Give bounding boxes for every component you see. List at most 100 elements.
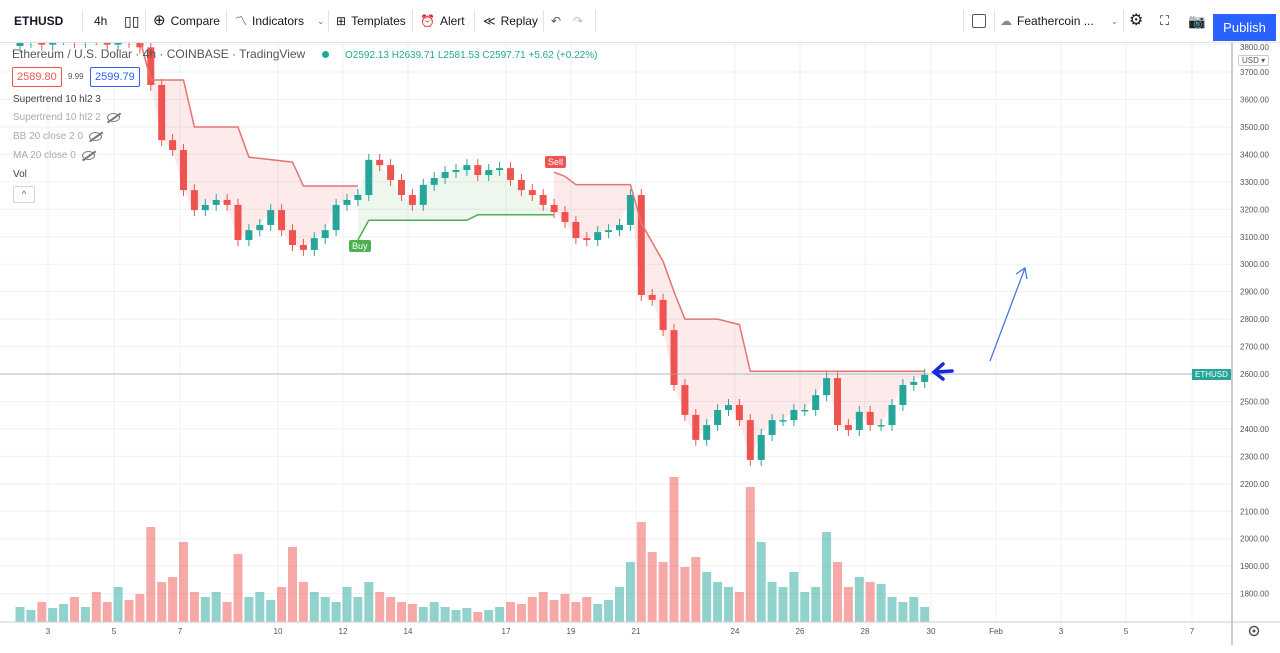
hidden-eye-icon[interactable] (89, 132, 103, 141)
candle (180, 150, 187, 191)
candle (594, 232, 602, 241)
candle (637, 195, 645, 295)
buy-price-button[interactable]: 2599.79 (90, 67, 140, 87)
price-tick: 2700.00 (1240, 343, 1269, 352)
candle (921, 374, 929, 382)
last-price-symbol-label: ETHUSD (1192, 369, 1231, 380)
snapshot-button[interactable]: 📷 (1188, 12, 1205, 30)
indicator-bb[interactable]: BB 20 close 2 0 (13, 131, 103, 142)
rewind-icon: ≪ (483, 14, 496, 28)
compare-label: Compare (170, 14, 220, 28)
interval-label: 4h (94, 14, 108, 28)
volume-bar (48, 608, 58, 622)
candle (648, 294, 656, 300)
volume-bar (811, 587, 821, 622)
axis-settings-icon[interactable] (1248, 625, 1260, 637)
candle (376, 159, 384, 166)
candle (899, 384, 907, 406)
fullscreen-button[interactable]: ⛶ (1160, 12, 1169, 30)
volume-bar (124, 600, 134, 622)
candle (452, 170, 460, 172)
indicator-vol[interactable]: Vol (13, 169, 27, 180)
volume-bar (298, 582, 308, 622)
volume-bar (527, 597, 537, 622)
time-tick: 17 (502, 627, 511, 636)
candle (485, 170, 493, 175)
supertrend-fill (554, 172, 925, 460)
alert-label: Alert (439, 14, 465, 28)
volume-bar (909, 597, 919, 622)
hidden-eye-icon[interactable] (106, 113, 120, 122)
indicator-label: Vol (13, 169, 27, 180)
settings-button[interactable]: ⚙ (1129, 12, 1143, 30)
volume-bar (80, 607, 90, 622)
supertrend-line-down (139, 38, 358, 187)
collapse-legend-button[interactable]: ^ (13, 186, 35, 203)
time-tick: Feb (989, 627, 1003, 636)
templates-button[interactable]: ⊞ Templates (336, 12, 406, 30)
alert-button[interactable]: ⏰ Alert (420, 12, 465, 30)
volume-bar (342, 587, 352, 622)
volume-bar (865, 582, 875, 622)
indicator-supertrend-3[interactable]: Supertrend 10 hl2 3 (13, 94, 101, 105)
candle (517, 179, 525, 191)
price-tick: 3200.00 (1240, 205, 1269, 214)
time-tick: 3 (1059, 627, 1064, 636)
top-toolbar: ETHUSD 4h ▯▯ ⊕ Compare 〽 Indicators ⌄ ⊞ Temp… (0, 0, 1280, 43)
volume-bar (397, 602, 406, 622)
compare-button[interactable]: ⊕ Compare (153, 12, 220, 30)
volume-bar (26, 610, 36, 622)
candle (158, 84, 166, 141)
volume-bar (266, 600, 276, 622)
indicator-supertrend-2[interactable]: Supertrend 10 hl2 2 (13, 112, 120, 123)
volume-bars (15, 477, 930, 622)
indicator-ma[interactable]: MA 20 close 0 (13, 150, 95, 161)
volume-bar (549, 600, 559, 622)
candle (147, 47, 155, 85)
candle (834, 378, 841, 426)
layout-select-button[interactable] (972, 12, 986, 30)
cloud-icon: ☁ (1000, 14, 1012, 28)
volume-bar (516, 604, 526, 622)
price-tick: 2600.00 (1240, 370, 1269, 379)
candles-icon: ▯▯ (124, 13, 140, 29)
candle (408, 195, 416, 205)
volume-bar (211, 592, 221, 622)
candle (169, 140, 177, 151)
hidden-eye-icon[interactable] (81, 151, 95, 160)
volume-bar (843, 587, 853, 622)
volume-bar (222, 602, 232, 622)
volume-bar (59, 604, 69, 622)
publish-button[interactable]: Publish (1213, 14, 1276, 41)
candle (398, 179, 405, 196)
candle (539, 195, 547, 205)
candles (16, 27, 929, 466)
candle (299, 244, 307, 250)
currency-select[interactable]: USD ▾ (1238, 55, 1270, 66)
candle (779, 420, 787, 422)
chevron-down-icon: ⌄ (317, 16, 325, 26)
price-tick: 3500.00 (1240, 123, 1269, 132)
candle (419, 184, 427, 205)
volume-bar (582, 597, 592, 622)
chart-type-button[interactable]: ▯▯ (124, 12, 139, 30)
layout-name-button[interactable]: ☁ Feathercoin ... ⌄ (1000, 12, 1118, 30)
interval-button[interactable]: 4h (94, 12, 107, 30)
candle (714, 409, 722, 426)
volume-bar (854, 577, 864, 622)
time-tick: 30 (927, 627, 936, 636)
volume-bar (604, 600, 614, 622)
undo-button[interactable]: ↶ (551, 12, 561, 30)
symbol-search[interactable]: ETHUSD (14, 12, 63, 30)
indicators-button[interactable]: 〽 Indicators ⌄ (235, 12, 325, 30)
price-tick: 3700.00 (1240, 68, 1269, 77)
sell-price-button[interactable]: 2589.80 (12, 67, 62, 87)
replay-button[interactable]: ≪ Replay (483, 12, 538, 30)
supertrend-line-up (357, 214, 555, 241)
alarm-clock-icon: ⏰ (420, 14, 435, 28)
redo-button[interactable]: ↷ (573, 12, 583, 30)
volume-bar (288, 547, 297, 622)
undo-icon: ↶ (551, 14, 562, 28)
volume-bar (495, 607, 505, 622)
